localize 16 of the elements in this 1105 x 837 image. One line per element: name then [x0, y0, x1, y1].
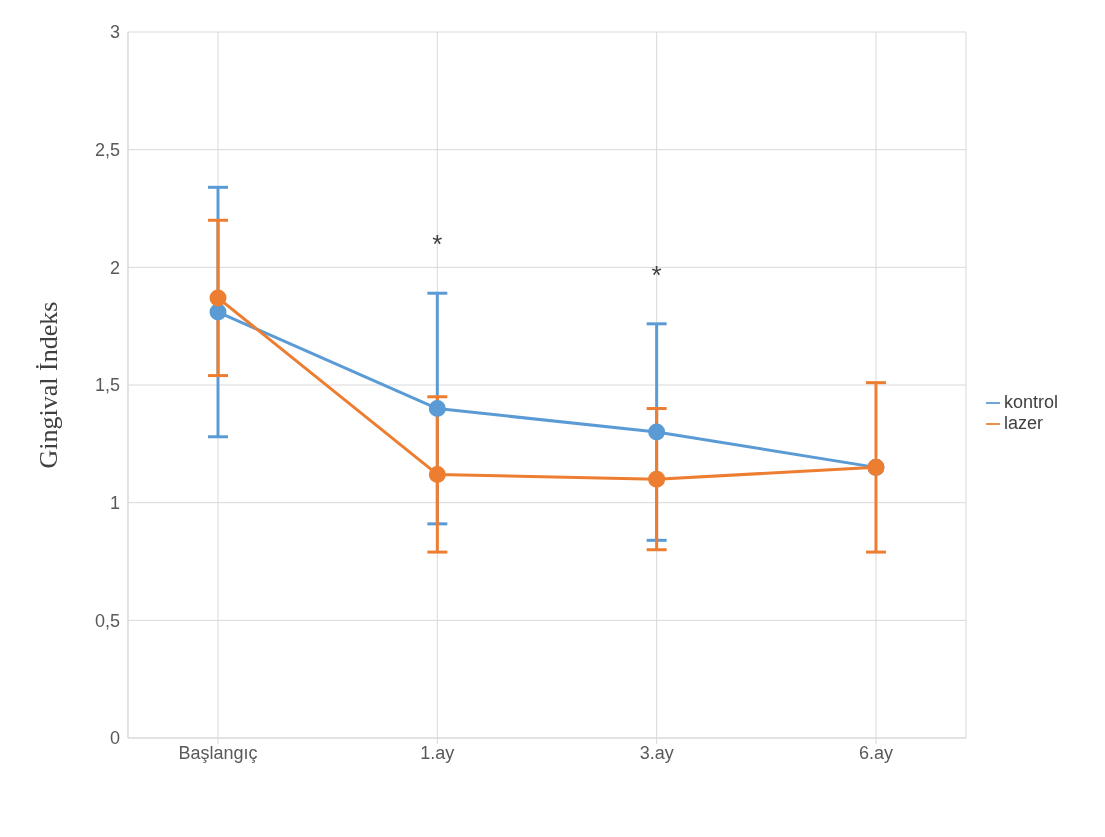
x-tick-label: 6.ay [858, 742, 893, 763]
x-tick-label: 3.ay [639, 742, 674, 763]
y-axis-title: Gingival İndeks [34, 301, 64, 469]
y-tick-label: 0 [109, 728, 120, 749]
y-tick-label: 1,5 [94, 375, 120, 396]
y-tick-label: 2 [109, 257, 120, 278]
legend-label: kontrol [1003, 392, 1058, 412]
legend-label: lazer [1003, 413, 1043, 433]
y-tick-label: 3 [109, 22, 120, 43]
annotation: * [651, 259, 662, 290]
y-tick-label: 2,5 [94, 140, 120, 161]
annotation: * [432, 229, 443, 260]
x-tick-label: 1.ay [420, 742, 455, 763]
x-tick-label: Başlangıç [178, 742, 258, 763]
y-tick-label: 1 [109, 493, 120, 514]
y-tick-label: 0,5 [94, 610, 120, 631]
